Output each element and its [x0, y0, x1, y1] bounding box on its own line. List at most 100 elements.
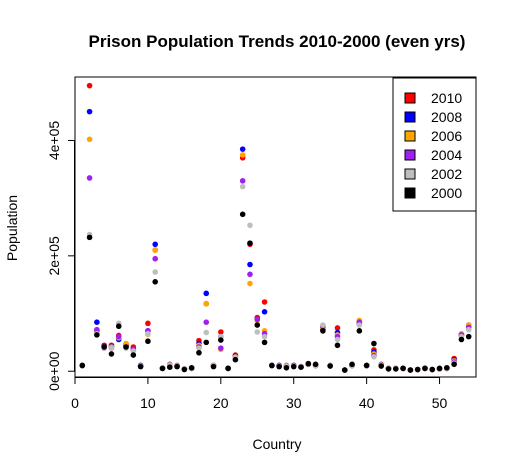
data-point [247, 222, 253, 229]
data-point [363, 362, 370, 369]
data-point [152, 255, 158, 262]
data-point [356, 322, 363, 328]
data-point [290, 363, 297, 370]
y-tick-label: 4e+05 [46, 121, 62, 161]
data-point [203, 339, 210, 346]
data-point [210, 363, 217, 370]
data-point [247, 280, 253, 287]
x-tick-label: 30 [286, 395, 302, 411]
data-points [79, 82, 472, 373]
data-point [239, 146, 246, 152]
data-point [444, 364, 450, 371]
data-point [130, 348, 137, 354]
legend-label: 2010 [431, 90, 462, 106]
legend-swatch [404, 187, 416, 199]
data-point [247, 271, 253, 278]
data-point [152, 247, 158, 253]
data-point [305, 360, 312, 367]
data-point [86, 234, 93, 241]
y-axis-label: Population [4, 195, 20, 261]
data-point [451, 361, 457, 368]
data-point [327, 363, 333, 369]
data-point [458, 336, 465, 343]
data-point [465, 333, 472, 340]
data-point [269, 362, 275, 369]
data-point [320, 322, 326, 328]
data-point [145, 320, 151, 327]
data-point [247, 240, 253, 246]
legend-label: 2002 [431, 166, 462, 182]
data-point [218, 337, 224, 343]
data-point [429, 366, 436, 373]
data-point [181, 366, 188, 373]
x-tick-label: 50 [432, 395, 448, 411]
data-point [261, 333, 268, 340]
data-point [196, 349, 202, 356]
x-axis: 0 10 20 30 40 50 [71, 377, 448, 411]
data-point [174, 363, 180, 370]
data-point [225, 365, 231, 372]
data-point [261, 299, 268, 305]
series-2002 [79, 183, 472, 373]
data-point [393, 366, 399, 372]
data-point [239, 178, 246, 184]
data-point [145, 330, 151, 337]
data-point [203, 319, 210, 325]
x-tick-label: 0 [71, 395, 79, 411]
data-point [371, 354, 377, 360]
data-point [254, 329, 261, 335]
data-point [203, 300, 210, 307]
data-point [152, 279, 158, 285]
data-point [371, 340, 377, 347]
data-point [166, 364, 173, 370]
data-point [86, 82, 93, 89]
data-point [261, 309, 268, 315]
data-point [298, 364, 304, 370]
legend-swatch [404, 92, 416, 104]
data-point [414, 366, 421, 373]
legend: 2010 2008 2006 2004 2002 2000 [392, 77, 477, 212]
y-axis: 0e+00 2e+05 4e+05 [46, 121, 75, 391]
data-point [79, 362, 86, 369]
data-point [86, 108, 93, 115]
data-point [341, 367, 348, 373]
data-point [283, 364, 290, 371]
data-point [254, 316, 261, 323]
chart-title: Prison Population Trends 2010-2000 (even… [89, 32, 466, 51]
data-point [145, 338, 151, 345]
legend-label: 2000 [431, 185, 462, 201]
data-point [334, 342, 341, 349]
data-point [152, 269, 158, 275]
data-point [218, 329, 224, 335]
data-point [261, 339, 268, 346]
data-point [239, 211, 246, 218]
data-point [407, 367, 414, 373]
data-point [203, 329, 210, 336]
data-point [152, 241, 158, 248]
data-point [130, 352, 137, 358]
y-tick-label: 0e+00 [46, 351, 62, 391]
x-tick-label: 40 [359, 395, 375, 411]
data-point [94, 319, 100, 325]
data-point [218, 345, 224, 351]
legend-swatch [404, 149, 416, 161]
data-point [254, 322, 261, 328]
data-point [232, 356, 239, 363]
data-point [312, 361, 319, 368]
data-point [239, 183, 246, 190]
data-point [356, 328, 363, 334]
data-point [422, 365, 428, 372]
data-point [334, 325, 341, 331]
data-point [115, 323, 122, 330]
data-point [108, 351, 115, 357]
legend-label: 2008 [431, 109, 462, 125]
y-tick-label: 2e+05 [46, 236, 62, 276]
data-point [108, 345, 115, 351]
data-point [334, 336, 341, 343]
legend-label: 2006 [431, 128, 462, 144]
data-point [94, 332, 100, 338]
data-point [320, 328, 326, 334]
legend-label: 2004 [431, 147, 462, 163]
data-point [159, 365, 166, 372]
